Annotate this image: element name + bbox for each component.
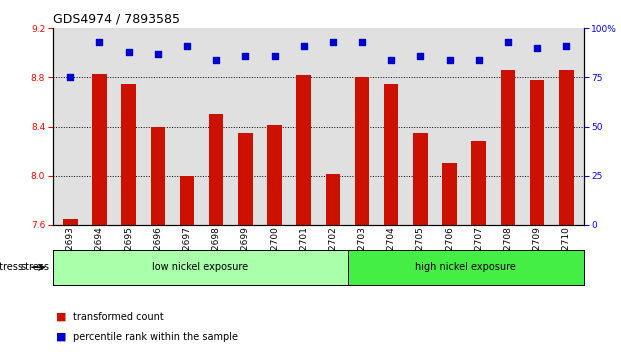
Point [182, 43, 192, 49]
Point [240, 53, 250, 59]
Point [211, 57, 221, 63]
Point [532, 45, 542, 51]
Point [328, 39, 338, 45]
Point [561, 43, 571, 49]
Bar [63, 219, 78, 225]
Bar [501, 70, 515, 225]
Bar [121, 84, 136, 225]
Bar [267, 125, 282, 225]
Bar [530, 80, 545, 225]
Text: ■: ■ [56, 332, 66, 342]
Text: transformed count: transformed count [73, 312, 164, 322]
Text: low nickel exposure: low nickel exposure [152, 262, 248, 272]
Bar [238, 133, 253, 225]
Point [65, 75, 75, 80]
Bar [296, 75, 311, 225]
Point [445, 57, 455, 63]
Point [386, 57, 396, 63]
Bar [355, 78, 369, 225]
Point [357, 39, 367, 45]
Point [153, 51, 163, 57]
Point [474, 57, 484, 63]
Point [415, 53, 425, 59]
Point [270, 53, 279, 59]
Bar [179, 176, 194, 225]
Point [503, 39, 513, 45]
Text: high nickel exposure: high nickel exposure [415, 262, 516, 272]
Text: stress: stress [0, 262, 24, 272]
Bar [559, 70, 574, 225]
Bar [442, 164, 457, 225]
Bar [413, 133, 428, 225]
Bar [384, 84, 399, 225]
Text: GDS4974 / 7893585: GDS4974 / 7893585 [53, 13, 180, 26]
Bar [150, 126, 165, 225]
Text: percentile rank within the sample: percentile rank within the sample [73, 332, 238, 342]
Text: stress: stress [20, 262, 50, 272]
Point [299, 43, 309, 49]
Point [94, 39, 104, 45]
Bar [92, 74, 107, 225]
Bar [325, 175, 340, 225]
Point [124, 49, 134, 55]
Bar [209, 114, 224, 225]
Bar [471, 141, 486, 225]
Text: ■: ■ [56, 312, 66, 322]
